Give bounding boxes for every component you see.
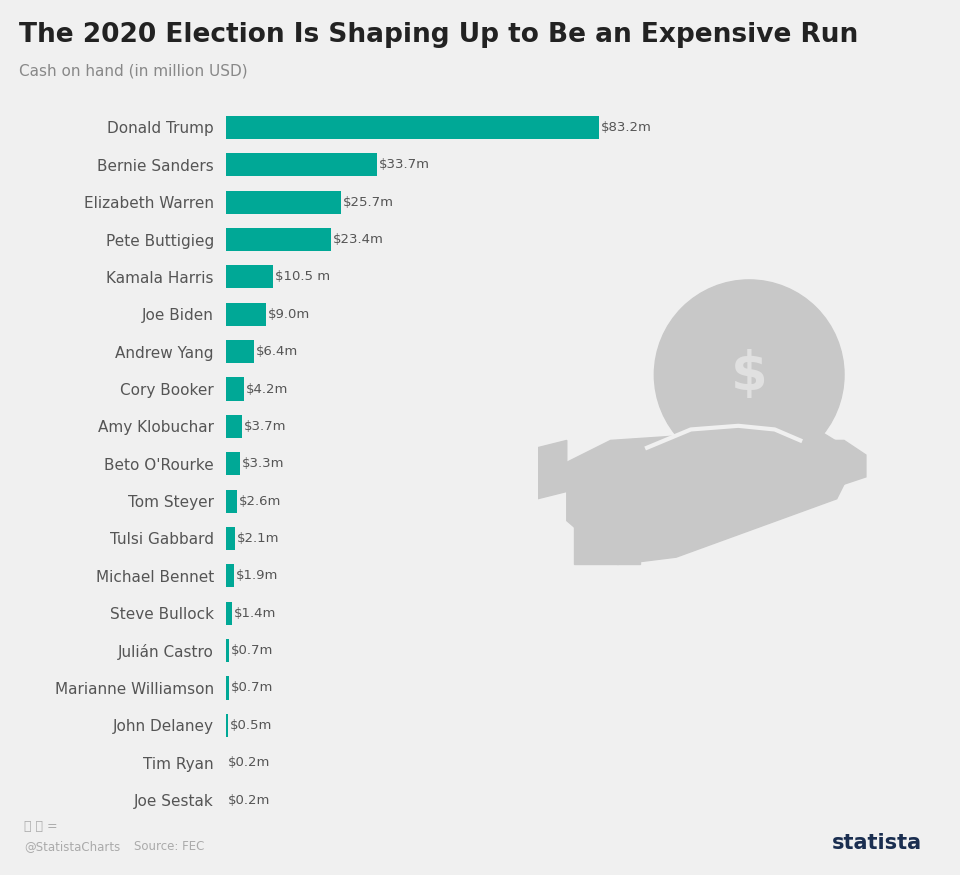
Circle shape	[655, 280, 844, 470]
Bar	[226, 527, 235, 550]
Bar	[226, 340, 254, 363]
Bar	[226, 564, 234, 587]
Bar	[226, 676, 228, 699]
Polygon shape	[538, 440, 566, 499]
Bar	[226, 153, 377, 177]
Text: $9.0m: $9.0m	[268, 308, 310, 321]
Text: $0.7m: $0.7m	[230, 682, 273, 695]
Bar	[226, 265, 273, 289]
Text: Cash on hand (in million USD): Cash on hand (in million USD)	[19, 63, 248, 78]
Text: $1.9m: $1.9m	[236, 570, 278, 583]
Text: $2.6m: $2.6m	[239, 494, 281, 507]
Text: $83.2m: $83.2m	[601, 121, 652, 134]
Bar	[226, 714, 228, 737]
Polygon shape	[566, 426, 858, 564]
Bar	[226, 377, 245, 401]
Text: $6.4m: $6.4m	[256, 345, 299, 358]
Bar	[226, 489, 237, 513]
Bar	[226, 303, 266, 326]
Text: $3.3m: $3.3m	[242, 458, 285, 470]
Text: $0.2m: $0.2m	[228, 794, 271, 807]
Text: $3.7m: $3.7m	[244, 420, 286, 433]
Bar	[226, 116, 599, 139]
Text: $: $	[731, 349, 768, 401]
Text: ⓒ ⓘ =: ⓒ ⓘ =	[24, 820, 58, 833]
Text: $0.7m: $0.7m	[230, 644, 273, 657]
Text: $10.5 m: $10.5 m	[275, 270, 329, 284]
Text: $25.7m: $25.7m	[343, 196, 394, 208]
Text: $0.5m: $0.5m	[229, 719, 272, 732]
Bar	[226, 452, 240, 475]
Text: $2.1m: $2.1m	[237, 532, 279, 545]
Bar	[574, 462, 639, 564]
Text: $33.7m: $33.7m	[378, 158, 430, 172]
Text: $23.4m: $23.4m	[332, 233, 383, 246]
Polygon shape	[811, 440, 866, 484]
Bar	[226, 228, 330, 251]
Text: @StatistaCharts: @StatistaCharts	[24, 840, 120, 853]
Bar	[226, 602, 232, 625]
Bar	[226, 191, 341, 214]
Text: $0.2m: $0.2m	[228, 756, 271, 769]
Text: statista: statista	[831, 833, 922, 853]
Bar	[226, 415, 242, 438]
Text: $1.4m: $1.4m	[233, 606, 276, 620]
Text: $4.2m: $4.2m	[246, 382, 289, 396]
Text: The 2020 Election Is Shaping Up to Be an Expensive Run: The 2020 Election Is Shaping Up to Be an…	[19, 22, 858, 48]
Text: Source: FEC: Source: FEC	[134, 840, 204, 853]
Bar	[226, 639, 228, 662]
